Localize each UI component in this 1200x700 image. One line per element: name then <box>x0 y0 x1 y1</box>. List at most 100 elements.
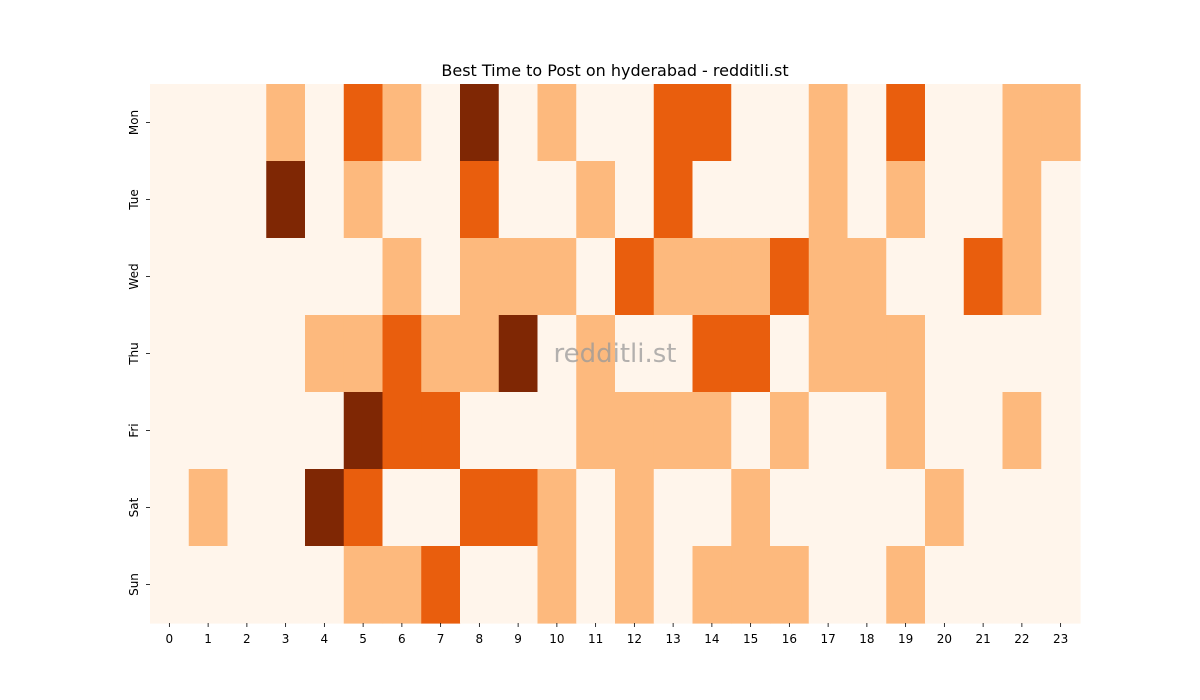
heatmap-cell-mon-12 <box>615 84 655 162</box>
heatmap-cell-wed-0 <box>150 238 190 316</box>
heatmap-cell-sun-19 <box>886 546 926 624</box>
heatmap-cell-tue-8 <box>460 161 500 239</box>
heatmap-cell-thu-18 <box>847 315 887 393</box>
heatmap-cell-mon-13 <box>653 84 694 162</box>
heatmap-cell-thu-0 <box>150 315 190 393</box>
x-tick-label: 10 <box>549 632 564 646</box>
x-tick-label: 7 <box>437 632 445 646</box>
heatmap-cell-thu-13 <box>653 315 694 393</box>
heatmap-cell-sun-4 <box>305 546 345 624</box>
heatmap-cell-fri-8 <box>460 392 500 470</box>
heatmap-cell-wed-20 <box>925 238 965 316</box>
heatmap-cell-thu-7 <box>421 315 461 393</box>
heatmap-cell-mon-19 <box>886 84 926 162</box>
x-tick-label: 13 <box>665 632 680 646</box>
heatmap-cell-wed-14 <box>692 238 732 316</box>
heatmap-cell-fri-14 <box>692 392 732 470</box>
x-tick-label: 19 <box>898 632 913 646</box>
y-tick-label-tue: Tue <box>127 189 141 211</box>
heatmap-cell-thu-3 <box>266 315 306 393</box>
watermark: redditli.st <box>554 339 677 369</box>
heatmap-cell-sun-21 <box>963 546 1004 624</box>
heatmap-cell-wed-11 <box>576 238 616 316</box>
heatmap-cell-tue-23 <box>1041 161 1081 239</box>
heatmap-cell-fri-0 <box>150 392 190 470</box>
heatmap-cell-mon-3 <box>266 84 306 162</box>
heatmap-cell-sat-20 <box>925 469 965 547</box>
x-tick-label: 6 <box>398 632 406 646</box>
heatmap-cell-sun-3 <box>266 546 306 624</box>
heatmap-cell-sat-21 <box>963 469 1004 547</box>
heatmap-cell-sat-10 <box>537 469 577 547</box>
heatmap-cell-sun-11 <box>576 546 616 624</box>
heatmap-cell-mon-6 <box>382 84 422 162</box>
heatmap-cell-fri-4 <box>305 392 345 470</box>
heatmap-cell-thu-21 <box>963 315 1004 393</box>
heatmap-cell-tue-17 <box>808 161 849 239</box>
heatmap-cell-tue-19 <box>886 161 926 239</box>
heatmap-cell-sat-15 <box>731 469 771 547</box>
heatmap-cell-fri-3 <box>266 392 306 470</box>
heatmap-cell-sun-9 <box>498 546 539 624</box>
heatmap-cell-thu-15 <box>731 315 771 393</box>
x-tick-label: 15 <box>743 632 758 646</box>
heatmap-cell-wed-4 <box>305 238 345 316</box>
heatmap-cell-wed-6 <box>382 238 422 316</box>
heatmap-cell-mon-2 <box>227 84 267 162</box>
heatmap-cell-mon-20 <box>925 84 965 162</box>
heatmap-cell-sat-14 <box>692 469 732 547</box>
heatmap-cell-sat-8 <box>460 469 500 547</box>
heatmap-cell-sun-22 <box>1002 546 1042 624</box>
heatmap-cell-sun-13 <box>653 546 694 624</box>
heatmap-cell-sat-2 <box>227 469 267 547</box>
heatmap-cell-fri-5 <box>343 392 384 470</box>
heatmap-cell-thu-2 <box>227 315 267 393</box>
x-tick-label: 9 <box>514 632 522 646</box>
heatmap-cell-tue-10 <box>537 161 577 239</box>
x-tick-label: 12 <box>627 632 642 646</box>
heatmap-cell-wed-3 <box>266 238 306 316</box>
x-tick-label: 14 <box>704 632 719 646</box>
heatmap-cell-wed-13 <box>653 238 694 316</box>
heatmap-cell-mon-9 <box>498 84 539 162</box>
heatmap-cell-fri-6 <box>382 392 422 470</box>
heatmap-cell-mon-18 <box>847 84 887 162</box>
x-tick-label: 18 <box>859 632 874 646</box>
heatmap-cell-fri-13 <box>653 392 694 470</box>
heatmap-cell-thu-14 <box>692 315 732 393</box>
heatmap-cell-tue-0 <box>150 161 190 239</box>
heatmap-cell-thu-1 <box>188 315 229 393</box>
heatmap-cell-mon-23 <box>1041 84 1081 162</box>
heatmap-cell-thu-17 <box>808 315 849 393</box>
heatmap-cells <box>150 84 1081 624</box>
x-tick-label: 8 <box>476 632 484 646</box>
y-tick-label-fri: Fri <box>127 423 141 437</box>
heatmap-cell-mon-14 <box>692 84 732 162</box>
heatmap-cell-wed-5 <box>343 238 384 316</box>
heatmap-cell-fri-16 <box>770 392 810 470</box>
heatmap-cell-thu-23 <box>1041 315 1081 393</box>
heatmap-cell-sun-6 <box>382 546 422 624</box>
heatmap-cell-mon-22 <box>1002 84 1042 162</box>
heatmap-cell-sun-1 <box>188 546 229 624</box>
x-tick-label: 3 <box>282 632 290 646</box>
heatmap-cell-wed-18 <box>847 238 887 316</box>
heatmap-cell-fri-2 <box>227 392 267 470</box>
heatmap-cell-wed-10 <box>537 238 577 316</box>
heatmap-cell-sat-13 <box>653 469 694 547</box>
heatmap-cell-fri-12 <box>615 392 655 470</box>
x-tick-label: 11 <box>588 632 603 646</box>
heatmap-cell-mon-7 <box>421 84 461 162</box>
heatmap-cell-tue-11 <box>576 161 616 239</box>
heatmap-cell-tue-6 <box>382 161 422 239</box>
heatmap-cell-mon-11 <box>576 84 616 162</box>
heatmap-cell-sat-0 <box>150 469 190 547</box>
y-tick-label-sun: Sun <box>127 573 141 596</box>
heatmap-cell-sat-22 <box>1002 469 1042 547</box>
heatmap-cell-mon-0 <box>150 84 190 162</box>
heatmap-cell-sat-1 <box>188 469 229 547</box>
heatmap-cell-sat-23 <box>1041 469 1081 547</box>
heatmap-cell-wed-8 <box>460 238 500 316</box>
heatmap-cell-sat-11 <box>576 469 616 547</box>
heatmap-cell-mon-1 <box>188 84 229 162</box>
